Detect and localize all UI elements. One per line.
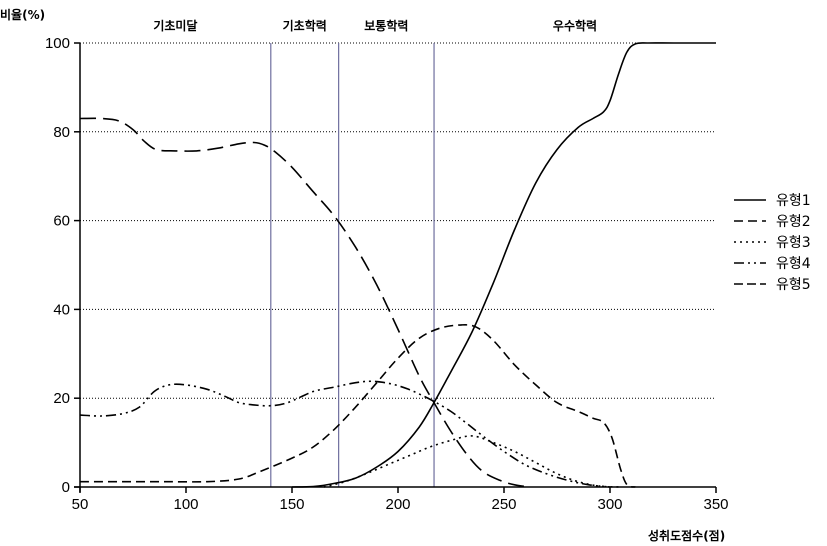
tick-labels: 0 20 40 60 80 100 50 100 150 200 250 300 350 bbox=[45, 35, 729, 513]
region-label: 우수학력 bbox=[553, 18, 597, 33]
series-lines bbox=[79, 42, 716, 488]
series-line-5 bbox=[79, 117, 530, 488]
y-tick-label: 40 bbox=[53, 301, 70, 318]
legend-label-1: 유형1 bbox=[776, 193, 811, 209]
y-tick-label: 100 bbox=[45, 35, 70, 52]
region-label: 기초학력 bbox=[283, 18, 327, 33]
x-tick-label: 200 bbox=[385, 496, 410, 513]
series-line-3 bbox=[323, 435, 621, 488]
x-tick-label: 150 bbox=[279, 496, 304, 513]
series-line-4 bbox=[79, 380, 611, 488]
series-line-2 bbox=[80, 324, 636, 488]
x-tick-label: 100 bbox=[173, 496, 198, 513]
region-label: 보통학력 bbox=[364, 18, 408, 33]
axes bbox=[74, 43, 716, 492]
series-line-1 bbox=[291, 42, 716, 488]
legend-label-3: 유형3 bbox=[776, 235, 811, 251]
x-tick-label: 50 bbox=[72, 496, 89, 513]
y-tick-label: 0 bbox=[62, 479, 70, 496]
y-tick-label: 80 bbox=[53, 124, 70, 141]
legend-label-2: 유형2 bbox=[776, 214, 811, 230]
gridlines bbox=[80, 42, 716, 399]
region-labels: 기초미달 기초학력 보통학력 우수학력 bbox=[153, 18, 597, 33]
legend: 유형1 유형2 유형3 유형4 유형5 bbox=[734, 193, 811, 293]
region-label: 기초미달 bbox=[153, 18, 197, 33]
x-tick-label: 350 bbox=[703, 496, 728, 513]
y-axis-title: 비율(%) bbox=[0, 7, 45, 22]
x-axis-title: 성취도점수(점) bbox=[648, 528, 725, 543]
legend-label-5: 유형5 bbox=[776, 277, 811, 293]
x-tick-label: 250 bbox=[491, 496, 516, 513]
cutoff-lines bbox=[270, 43, 435, 487]
x-tick-label: 300 bbox=[597, 496, 622, 513]
y-tick-label: 60 bbox=[53, 213, 70, 230]
legend-label-4: 유형4 bbox=[776, 256, 811, 272]
y-tick-label: 20 bbox=[53, 390, 70, 407]
